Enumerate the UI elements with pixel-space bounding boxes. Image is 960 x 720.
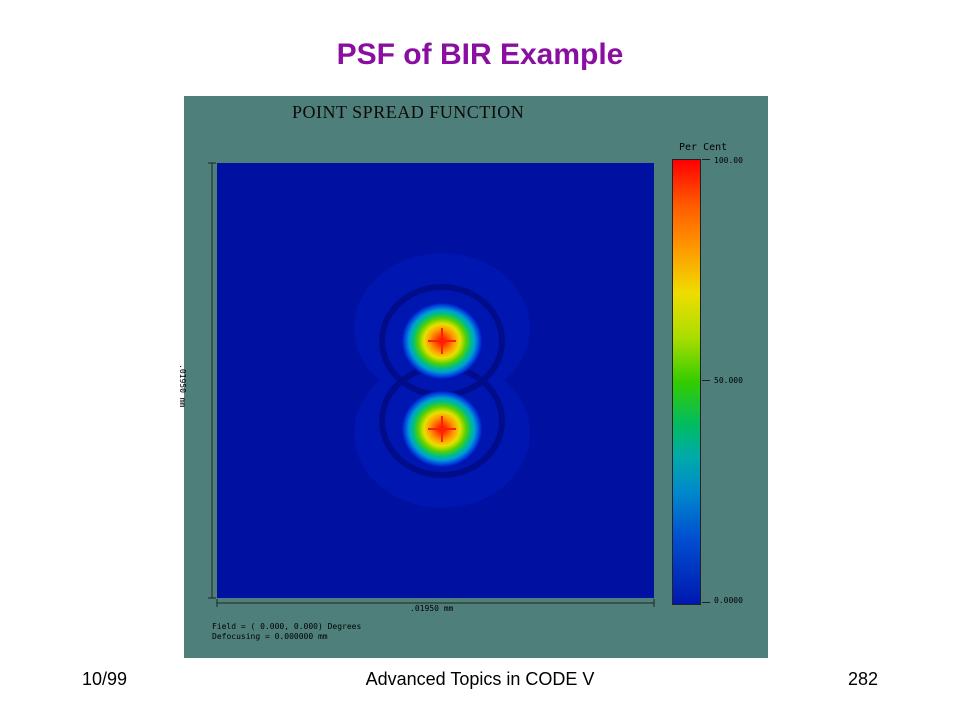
axis-frame: [208, 162, 655, 607]
x-axis-label: .01950 mm: [410, 604, 454, 613]
colorbar-tick-label-mid: 50.000: [714, 376, 743, 385]
colorbar: [672, 159, 701, 605]
field-info: Field = ( 0.000, 0.000) Degrees Defocusi…: [212, 622, 361, 642]
footer-page-number: 282: [847, 669, 878, 689]
psf-plot-panel: POINT SPREAD FUNCTION: [178, 96, 768, 658]
psf-heading: POINT SPREAD FUNCTION: [292, 102, 525, 122]
colorbar-tick-label-min: 0.0000: [714, 596, 743, 605]
defocus-line: Defocusing = 0.000000 mm: [212, 632, 328, 641]
colorbar-tick-label-max: 100.00: [714, 156, 743, 165]
colorbar-tickmark-bottom: [702, 602, 710, 603]
psf-intensity-map: [217, 163, 654, 598]
slide-title: PSF of BIR Example: [336, 38, 624, 71]
colorbar-title: Per Cent: [679, 142, 728, 153]
y-axis-label: .01950 mm: [178, 364, 187, 408]
peak-cross-top: [428, 328, 456, 354]
footer-course-title: Advanced Topics in CODE V: [365, 669, 595, 689]
footer-date: 10/99: [82, 669, 128, 689]
colorbar-tickmark-mid: [702, 380, 710, 381]
colorbar-tickmark-top: [702, 159, 710, 160]
peak-cross-bottom: [428, 416, 456, 442]
field-line: Field = ( 0.000, 0.000) Degrees: [212, 622, 362, 631]
